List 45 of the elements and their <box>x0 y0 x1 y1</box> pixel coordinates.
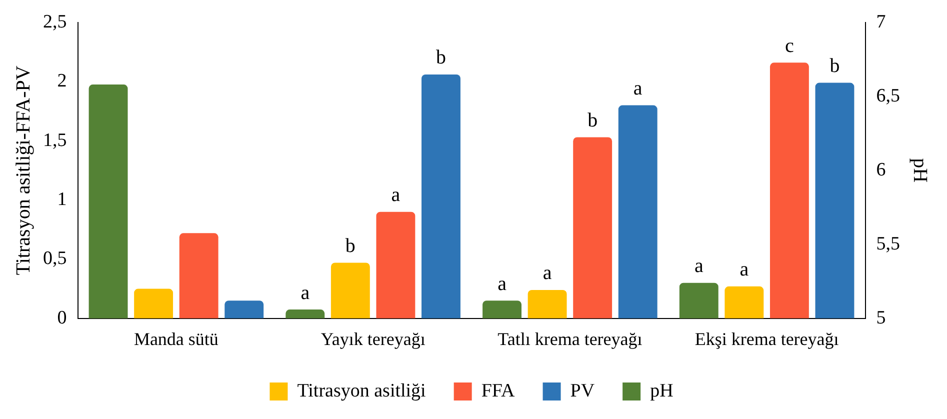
x-tick-label: Tatlı krema tereyağı <box>498 328 642 349</box>
y2-tick-label: 6,5 <box>876 85 900 106</box>
bar <box>422 74 460 318</box>
y-tick-label: 0,5 <box>43 248 67 270</box>
data-label: a <box>633 78 642 100</box>
legend-label: pH <box>650 380 674 402</box>
y-tick-label: 1 <box>57 188 67 210</box>
bar <box>724 286 764 318</box>
y2-axis-title: pH <box>908 158 931 183</box>
legend-label: Titrasyon asitliği <box>297 380 426 402</box>
y2-tick-label: 7 <box>876 11 886 32</box>
data-label: a <box>498 272 507 295</box>
data-label: b <box>830 55 840 78</box>
data-label: a <box>694 255 704 278</box>
legend-label: PV <box>570 380 595 402</box>
y-tick-label: 1,5 <box>43 130 67 151</box>
data-label: a <box>391 184 400 206</box>
data-label: c <box>785 34 794 57</box>
data-label: b <box>588 110 598 132</box>
y-tick-label: 2,5 <box>43 11 67 32</box>
bar <box>224 300 264 318</box>
x-tick-label: Ekşi krema tereyağı <box>694 328 839 349</box>
bar <box>815 82 854 318</box>
x-tick-label: Manda sütü <box>134 328 218 349</box>
bar <box>330 262 370 318</box>
y2-tick-label: 6 <box>876 159 886 180</box>
data-label: b <box>345 235 356 257</box>
data-label: b <box>436 46 446 69</box>
y-tick-label: 0 <box>57 307 67 328</box>
bar <box>770 62 809 318</box>
y2-tick-label: 5,5 <box>876 233 900 254</box>
y2-tick-label: 5 <box>876 307 886 328</box>
data-label: a <box>740 258 749 281</box>
x-tick-label: Yayık tereyağı <box>320 328 426 349</box>
bar <box>528 290 567 318</box>
bar <box>376 212 416 318</box>
y-axis-title: Titrasyon asitliği-FFA-PV <box>12 65 34 276</box>
data-label: a <box>542 262 552 284</box>
legend-label: FFA <box>481 380 516 402</box>
data-label: a <box>300 282 310 304</box>
bar <box>179 233 218 318</box>
bar <box>573 137 612 318</box>
y-tick-label: 2 <box>57 70 67 92</box>
bar <box>618 105 658 318</box>
bar <box>134 288 174 318</box>
